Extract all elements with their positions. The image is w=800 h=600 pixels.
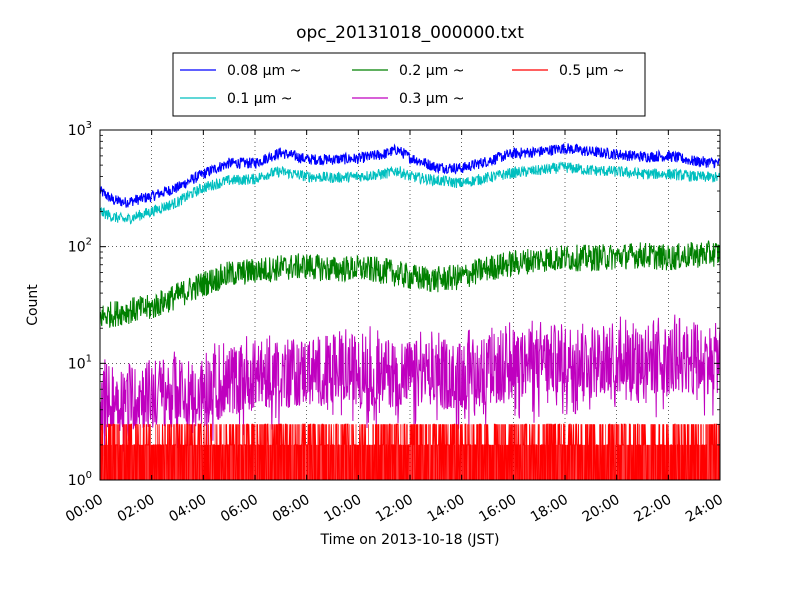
legend-box <box>172 52 646 117</box>
series-line-3 <box>100 314 720 457</box>
series-line-2 <box>100 240 720 328</box>
series-line-4 <box>100 423 720 480</box>
legend-label-0: 0.08 μm ~ <box>227 63 301 79</box>
legend-label-4: 0.5 μm ~ <box>559 63 624 79</box>
legend-label-3: 0.3 μm ~ <box>399 91 464 107</box>
legend: 0.08 μm ~ 0.1 μm ~ 0.2 μm ~ 0.3 μm ~ 0.5 μm … <box>172 52 646 117</box>
series-line-0 <box>100 143 720 208</box>
y-tick-label: 100 <box>68 470 92 489</box>
series-line-1 <box>100 161 720 225</box>
chart-title: opc_20131018_000000.txt <box>296 23 524 43</box>
x-axis-label: Time on 2013-10-18 (JST) <box>320 532 500 548</box>
legend-label-2: 0.2 μm ~ <box>399 63 464 79</box>
y-tick-label: 101 <box>68 353 92 372</box>
y-tick-label: 102 <box>68 237 92 256</box>
legend-label-1: 0.1 μm ~ <box>227 91 292 107</box>
y-tick-label: 103 <box>68 120 92 139</box>
y-axis-label: Count <box>25 284 41 326</box>
